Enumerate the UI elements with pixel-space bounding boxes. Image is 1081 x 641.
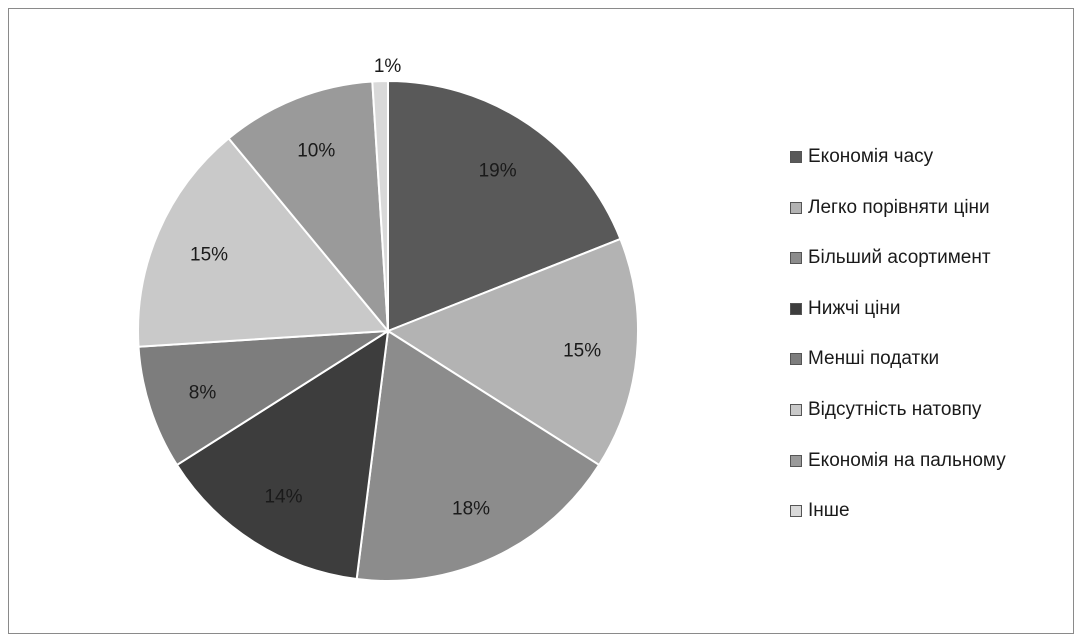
legend-swatch: [790, 454, 802, 467]
legend-item-fuel-saving: Економія на пальному: [790, 450, 1006, 472]
pie-slice-no-crowds: [137, 136, 391, 348]
pie-slice-lower-taxes: [137, 330, 389, 467]
legend-swatch: [790, 201, 802, 214]
data-label-no-crowds: 15%: [190, 245, 228, 266]
legend-label: Більший асортимент: [808, 247, 991, 269]
pie-slice-other: [371, 79, 389, 332]
legend-label: Відсутність натовпу: [808, 398, 982, 420]
data-label-fuel-saving: 10%: [297, 141, 335, 162]
pie-slice-lower-prices: [175, 329, 390, 581]
data-label-easy-price-compare: 15%: [563, 340, 601, 361]
legend-item-time-saving: Економія часу: [790, 146, 1006, 168]
data-label-lower-taxes: 8%: [189, 382, 217, 403]
data-label-lower-prices: 14%: [264, 487, 302, 508]
legend-swatch: [790, 403, 802, 416]
legend-item-lower-prices: Нижчі ціни: [790, 298, 1006, 320]
legend: Економія часу Легко порівняти ціни Більш…: [790, 146, 1006, 551]
data-label-bigger-assortment: 18%: [452, 498, 490, 519]
legend-swatch: [790, 302, 802, 315]
legend-item-other: Інше: [790, 500, 1006, 522]
pie-slice-bigger-assortment: [355, 329, 601, 582]
legend-swatch: [790, 353, 802, 366]
legend-swatch: [790, 505, 802, 518]
pie-slice-time-saving: [387, 79, 622, 333]
legend-label: Менші податки: [808, 348, 940, 370]
pie-slices: [137, 79, 639, 582]
legend-label: Нижчі ціни: [808, 297, 901, 319]
data-label-other: 1%: [374, 56, 402, 77]
pie-labels: 19% 15% 18% 14% 8% 15% 10% 1%: [189, 56, 601, 519]
legend-label: Легко порівняти ціни: [808, 196, 990, 218]
legend-item-easy-price-compare: Легко порівняти ціни: [790, 197, 1006, 219]
legend-label: Інше: [808, 500, 850, 522]
data-label-time-saving: 19%: [479, 161, 517, 182]
pie-slice-fuel-saving: [227, 80, 390, 335]
legend-item-bigger-assortment: Більший асортимент: [790, 247, 1006, 269]
pie-slice-easy-price-compare: [385, 237, 639, 467]
legend-label: Економія на пальному: [808, 449, 1006, 471]
legend-swatch: [790, 151, 802, 163]
legend-swatch: [790, 252, 802, 265]
legend-item-lower-taxes: Менші податки: [790, 348, 1006, 370]
legend-item-no-crowds: Відсутність натовпу: [790, 399, 1006, 421]
legend-label: Економія часу: [808, 146, 934, 167]
